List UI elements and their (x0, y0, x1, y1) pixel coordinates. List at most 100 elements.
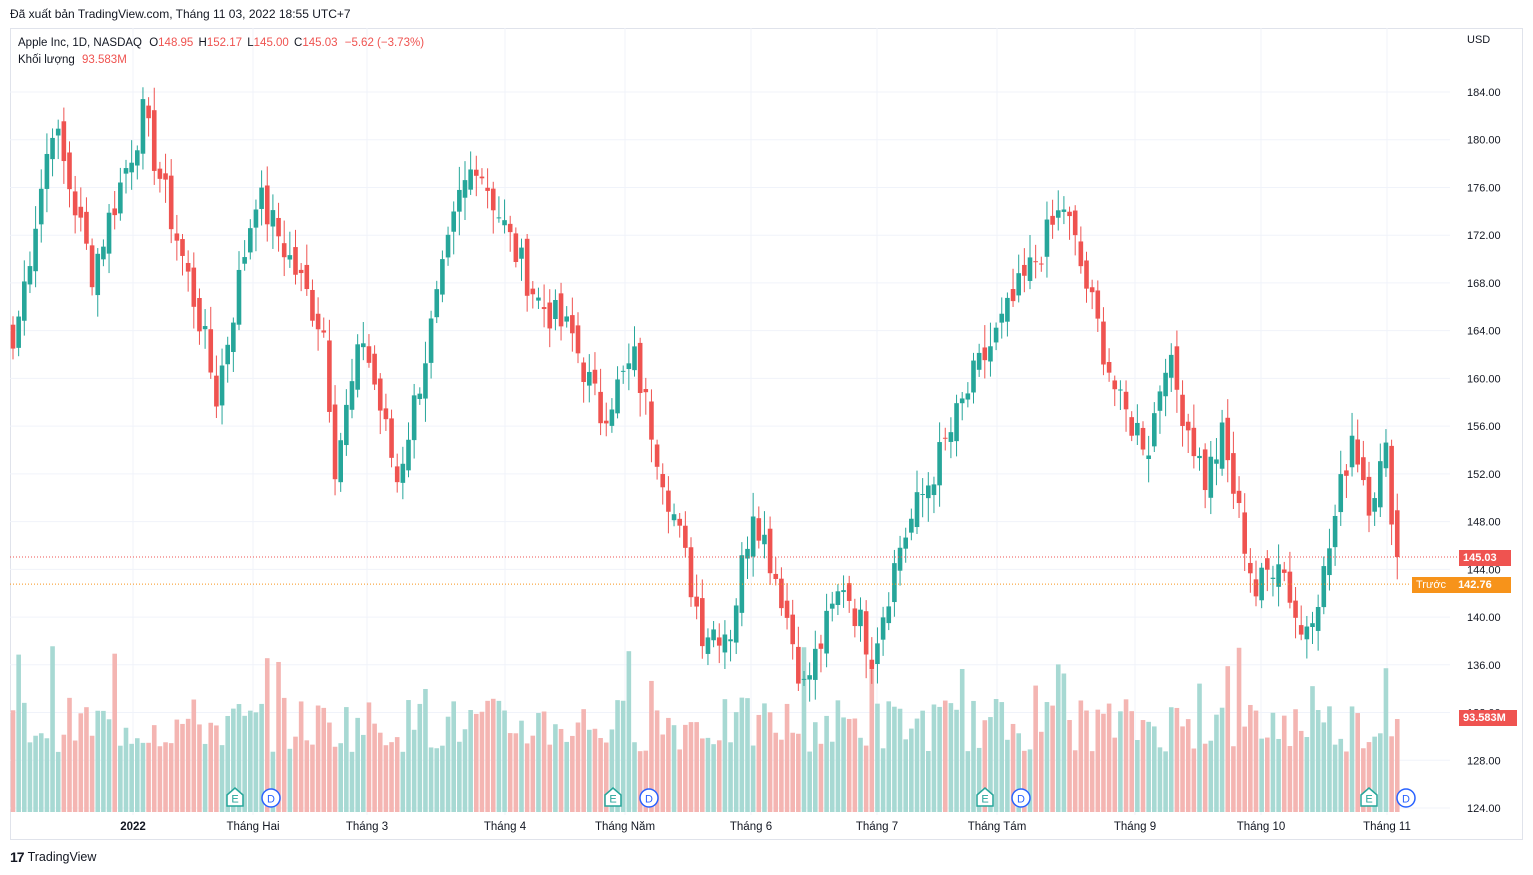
candle-body (1281, 569, 1287, 573)
volume-bar (954, 709, 959, 812)
volume-bar (406, 700, 411, 812)
y-tick-label: 180.00 (1467, 135, 1501, 147)
volume-bar (219, 745, 225, 812)
volume-bar (1055, 664, 1061, 812)
candle-body (926, 485, 931, 499)
volume-bar (72, 740, 78, 812)
volume-bar (654, 710, 660, 812)
x-tick-label: 2022 (120, 821, 146, 833)
candle-body (547, 302, 553, 329)
volume-bar (310, 744, 315, 812)
volume-bar (50, 646, 55, 812)
low-label: L (247, 37, 254, 49)
candle-body (575, 325, 581, 354)
volume-line: Khối lượng 93.583M (18, 52, 424, 69)
volume-bar (451, 701, 456, 812)
volume-bar (67, 697, 72, 812)
volume-bar (287, 748, 293, 812)
volume-bar (813, 722, 818, 812)
volume-bar (1168, 707, 1174, 812)
volume-bar (1366, 742, 1372, 812)
candle-body (1270, 577, 1276, 579)
candle-body (383, 408, 389, 420)
volume-bar (536, 713, 541, 812)
volume-bar (389, 742, 394, 812)
volume-bar (541, 711, 547, 812)
volume-bar (423, 688, 428, 812)
volume-bar (1078, 700, 1084, 812)
currency-label[interactable]: USD (1467, 34, 1491, 46)
volume-bar (519, 720, 524, 812)
candle-body (462, 180, 468, 198)
volume-bar (1236, 647, 1242, 812)
volume-bar (1005, 739, 1010, 812)
candle-body (202, 326, 208, 330)
volume-bar (700, 738, 705, 812)
y-tick-label: 136.00 (1467, 660, 1501, 672)
candle-body (959, 398, 965, 404)
candle-body (1072, 210, 1078, 236)
volume-bar (259, 703, 264, 812)
y-tick-label: 160.00 (1467, 373, 1501, 385)
volume-bar (1270, 712, 1276, 812)
volume-bar (1146, 721, 1151, 812)
volume-bar (649, 680, 654, 812)
x-tick-label: Tháng 7 (856, 821, 898, 833)
volume-bar (118, 745, 123, 812)
volume-bar (78, 713, 84, 812)
volume-bar (587, 729, 592, 812)
previous-close-label: Trước (1416, 579, 1447, 591)
candle-body (146, 105, 151, 119)
volume-bar (733, 712, 739, 812)
candle-body (1185, 421, 1191, 431)
volume-bar (824, 715, 829, 812)
candle-body (276, 217, 281, 237)
y-tick-label: 124.00 (1467, 803, 1501, 815)
candle-body (1005, 297, 1010, 322)
volume-bar (858, 737, 863, 812)
candle-body (1366, 476, 1372, 516)
volume-bar (869, 669, 875, 812)
candle-body (1168, 354, 1174, 378)
candle-body (168, 175, 174, 230)
candle-body (948, 432, 954, 442)
volume-bar (1293, 709, 1298, 812)
candle-body (1146, 455, 1151, 460)
candle-body (654, 444, 660, 467)
volume-bar (1242, 726, 1247, 812)
footer-branding[interactable]: 17 TradingView (10, 849, 96, 865)
candle-body (502, 220, 507, 226)
candle-body (394, 466, 400, 483)
volume-bar (490, 698, 496, 812)
candle-body (180, 239, 185, 256)
volume-bar (112, 653, 117, 812)
candle-body (349, 381, 355, 410)
candle-body (886, 606, 892, 624)
open-label: O (149, 37, 159, 49)
volume-bar (1321, 722, 1327, 812)
volume-bar (666, 717, 671, 812)
candle-body (1123, 391, 1129, 410)
volume-bar (705, 737, 711, 812)
volume-bar (332, 746, 338, 812)
candle-body (1022, 264, 1027, 276)
candle-body (474, 169, 479, 176)
candle-body (541, 307, 547, 310)
volume-bar (1095, 709, 1101, 812)
event-label: D (1402, 794, 1410, 806)
volume-bar (321, 707, 327, 812)
candle-body (722, 634, 728, 653)
volume-bar (1372, 736, 1377, 812)
volume-bar (976, 747, 982, 812)
candle-body (315, 313, 321, 330)
candle-body (1361, 457, 1366, 481)
candle-body (846, 583, 852, 601)
candle-body (863, 611, 869, 655)
y-tick-label: 152.00 (1467, 469, 1501, 481)
candle-body (16, 316, 21, 348)
volume-bar (349, 751, 355, 812)
candle-body (1163, 372, 1168, 397)
volume-bar (575, 722, 581, 812)
volume-bar (411, 729, 417, 812)
